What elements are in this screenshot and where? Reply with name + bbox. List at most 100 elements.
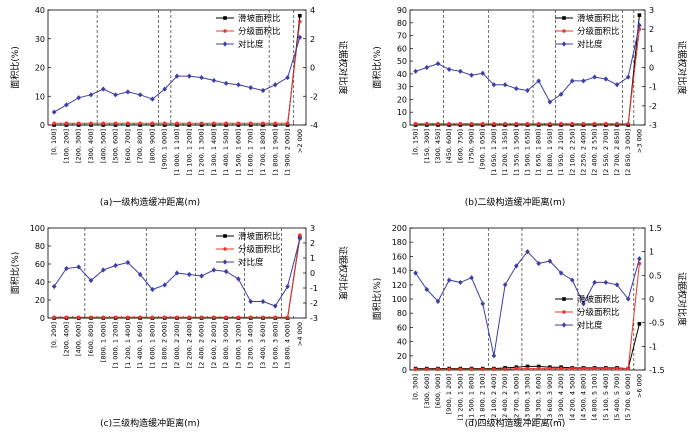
- point-marker-diamond: [536, 260, 541, 267]
- point-marker-diamond: [514, 263, 519, 269]
- category-label: [400, 600]: [75, 322, 83, 356]
- point-marker-diamond: [424, 286, 430, 293]
- point-marker-diamond: [211, 267, 217, 273]
- point-marker-circle: [52, 121, 56, 126]
- chart-panel-b: 0 10 20 30 40 50 60 70 80 90 -3 -2 -1 0 1 2 3 [0, 150] [15…: [371, 6, 688, 208]
- category-label: [2 700, 2 850]: [613, 129, 621, 175]
- legend-label: 分级面积比: [577, 26, 620, 37]
- point-marker-diamond: [297, 235, 303, 242]
- category-label: [1 600, 1 700]: [247, 129, 255, 175]
- y-tick-label: 0: [40, 121, 45, 130]
- category-label: [100, 200]: [62, 129, 70, 163]
- category-label: [2 400, 2 550]: [591, 129, 599, 175]
- category-label: [900, 1 050]: [479, 129, 487, 169]
- category-label: [5 700, 6 000]: [624, 374, 632, 420]
- category-label: [600, 700]: [124, 129, 132, 163]
- legend-marker: [223, 16, 227, 20]
- category-label: [0, 300]: [412, 374, 420, 400]
- category-label: [1 700, 1 800]: [259, 129, 267, 175]
- category-label: [5 400, 5 700]: [613, 374, 621, 420]
- point-marker-circle: [581, 121, 586, 126]
- y2-tick-label: -2: [649, 102, 657, 111]
- point-marker-circle: [447, 367, 451, 372]
- point-marker-circle: [615, 366, 619, 371]
- point-marker-circle: [570, 366, 575, 371]
- point-marker-diamond: [569, 78, 575, 84]
- point-marker-diamond: [223, 268, 229, 275]
- point-marker-diamond: [424, 64, 430, 71]
- point-marker-diamond: [186, 271, 192, 278]
- y2-tick-label: 0: [310, 269, 315, 278]
- category-label: [2 100, 2 250]: [568, 129, 576, 175]
- category-label: [800, 900]: [148, 129, 156, 163]
- category-label: [2 100, 2 400]: [490, 374, 498, 420]
- category-label: [0, 150]: [412, 129, 420, 155]
- legend-label: 滑坡面积比: [238, 231, 281, 242]
- point-marker-diamond: [592, 279, 597, 286]
- category-label: [1 200, 1 300]: [198, 129, 206, 175]
- point-marker-circle: [187, 315, 192, 320]
- category-label: [2 250, 2 400]: [579, 129, 587, 175]
- legend-label: 滑坡面积比: [577, 294, 620, 305]
- point-marker-circle: [248, 315, 253, 320]
- legend-label: 滑坡面积比: [577, 13, 620, 24]
- point-marker-circle: [581, 366, 586, 371]
- point-marker-circle: [559, 121, 563, 126]
- category-label: [5 100, 5 400]: [602, 374, 610, 420]
- category-label: [450, 600]: [445, 129, 453, 163]
- point-marker-diamond: [51, 283, 57, 290]
- y2-tick-label: 4: [310, 6, 315, 15]
- point-marker-circle: [604, 121, 608, 126]
- y-axis-label: 面积比(%): [9, 252, 21, 295]
- y-tick-label: 180: [392, 238, 407, 247]
- y2-tick-label: 1.5: [649, 224, 662, 233]
- y2-tick-label: -1: [649, 83, 657, 92]
- point-marker-diamond: [162, 86, 168, 92]
- legend-marker: [562, 16, 566, 20]
- point-marker-diamond: [446, 66, 452, 73]
- category-label: [1 200, 1 400]: [124, 322, 132, 368]
- point-marker-circle: [175, 315, 179, 320]
- legend-marker: [223, 247, 227, 251]
- legend-label: 分级面积比: [238, 244, 281, 255]
- point-marker-diamond: [199, 74, 204, 81]
- point-marker-circle: [298, 19, 302, 24]
- point-marker-circle: [89, 121, 93, 126]
- y-tick-label: 40: [35, 278, 45, 287]
- y-tick-label: 160: [392, 252, 407, 261]
- point-marker-circle: [52, 315, 56, 320]
- category-label: [2 550, 2 700]: [602, 129, 610, 175]
- category-label: [2 800, 3 000]: [222, 322, 230, 368]
- category-label: [4 500, 4 800]: [579, 374, 587, 420]
- y2-tick-label: -1: [310, 284, 318, 293]
- y2-tick-label: 1: [310, 254, 315, 263]
- point-marker-circle: [76, 315, 81, 320]
- y-tick-label: 80: [35, 242, 45, 251]
- point-marker-circle: [458, 121, 463, 126]
- category-label: [700, 800]: [136, 129, 144, 163]
- point-marker-circle: [503, 367, 507, 372]
- category-label: [600, 900]: [434, 374, 442, 408]
- point-marker-circle: [273, 315, 278, 320]
- category-label: [1 050, 1 200]: [490, 129, 498, 175]
- y2-tick-label: 2: [310, 239, 315, 248]
- y-tick-label: 80: [397, 19, 407, 28]
- category-label: [1 800, 1 900]: [271, 129, 279, 175]
- category-label: [3 000, 3 200]: [234, 322, 242, 368]
- panel-caption: (a)一级构造缓冲距离(m): [100, 196, 200, 208]
- point-marker-diamond: [272, 303, 278, 309]
- y2-tick-label: 1: [649, 44, 654, 53]
- category-label: [0, 100]: [50, 129, 58, 155]
- point-marker-circle: [536, 121, 541, 126]
- category-label: [2 600, 2 800]: [210, 322, 218, 368]
- point-marker-diamond: [581, 301, 586, 307]
- category-label: [750, 900]: [468, 129, 476, 163]
- category-label: [2 850, 3 000]: [624, 129, 632, 175]
- legend-label: 对比度: [238, 257, 264, 268]
- legend-marker: [222, 259, 228, 265]
- y2-tick-label: -4: [310, 121, 318, 130]
- legend-label: 对比度: [238, 39, 264, 50]
- category-label: [1 350, 1 500]: [512, 129, 520, 175]
- category-label: [1 600, 1 800]: [148, 322, 156, 368]
- y-tick-label: 80: [397, 309, 407, 318]
